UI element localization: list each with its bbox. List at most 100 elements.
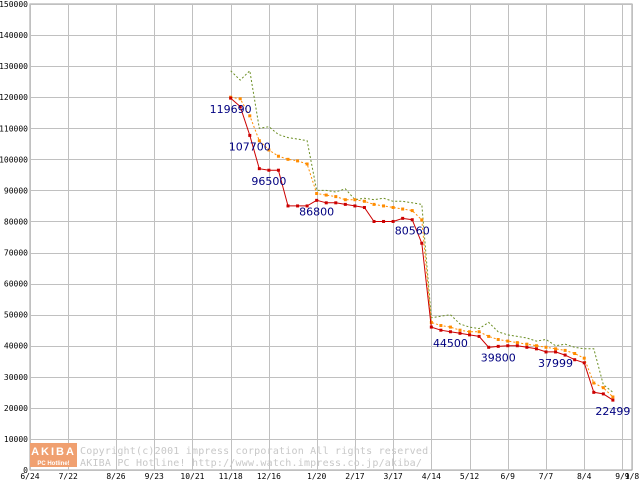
- data-label: 37999: [538, 357, 573, 370]
- data-label: 22499: [595, 405, 630, 418]
- x-tick-label: 10/21: [180, 472, 204, 480]
- series-point: [420, 241, 424, 245]
- series-point: [296, 159, 300, 163]
- y-tick-label: 0: [23, 466, 28, 475]
- data-label: 80560: [395, 225, 430, 238]
- series-point: [391, 219, 395, 223]
- series-point: [506, 344, 510, 348]
- series-point: [525, 345, 529, 349]
- series-point: [477, 334, 481, 338]
- x-tick-label: 6/24: [20, 472, 39, 480]
- series-point: [439, 328, 443, 332]
- watermark-logo-top: AKIBA: [31, 446, 76, 458]
- series-point: [286, 157, 290, 161]
- y-tick-label: 140000: [0, 31, 28, 40]
- series-point: [343, 198, 347, 202]
- y-tick-label: 120000: [0, 93, 28, 102]
- data-labels: 119690 107700 96500 86800 80560 44500 39800 379…: [210, 103, 631, 418]
- data-label: 39800: [481, 351, 516, 364]
- series-point: [382, 204, 386, 208]
- y-tick-label: 90000: [4, 186, 28, 195]
- series-point: [276, 168, 280, 172]
- series-point: [248, 133, 252, 137]
- series-point: [410, 209, 414, 213]
- chart-series: [229, 69, 615, 402]
- series-point: [448, 325, 452, 329]
- series-point: [525, 342, 529, 346]
- series-point: [611, 398, 615, 402]
- y-tick-label: 10000: [4, 435, 28, 444]
- series-point: [506, 339, 510, 343]
- series-point: [276, 154, 280, 158]
- series-point: [611, 395, 615, 399]
- y-tick-label: 50000: [4, 311, 28, 320]
- x-tick-label: 7/22: [59, 472, 78, 480]
- series-point: [257, 167, 261, 171]
- watermark-url: AKIBA PC Hotline! http://www.watch.impre…: [80, 458, 422, 469]
- series-point: [487, 334, 491, 338]
- x-tick-label: 3/17: [383, 472, 402, 480]
- series-point: [382, 219, 386, 223]
- y-tick-label: 100000: [0, 155, 28, 164]
- watermark-logo-bottom: PC Hotline!: [37, 461, 69, 467]
- y-tick-label: 110000: [0, 124, 28, 133]
- series-point: [429, 325, 433, 329]
- y-tick-label: 30000: [4, 373, 28, 382]
- series-point: [334, 195, 338, 199]
- series-point: [554, 347, 558, 351]
- series-point: [544, 345, 548, 349]
- series-point: [429, 320, 433, 324]
- series-point: [554, 350, 558, 354]
- series-point: [544, 350, 548, 354]
- y-axis-ticks: 0 10000 20000 30000 40000 50000 60000 70000 8000…: [0, 0, 28, 475]
- x-tick-label: 5/12: [460, 472, 479, 480]
- series-point: [238, 105, 242, 109]
- series-point: [515, 344, 519, 348]
- series-point: [582, 356, 586, 360]
- series-point: [573, 358, 577, 362]
- series-point: [372, 202, 376, 206]
- x-tick-label: 12/16: [257, 472, 281, 480]
- series-point: [401, 216, 405, 220]
- series-point: [362, 205, 366, 209]
- series-point: [267, 168, 271, 172]
- series-point: [458, 331, 462, 335]
- series-point: [582, 361, 586, 365]
- series-point: [401, 207, 405, 211]
- data-label: 119690: [210, 103, 252, 116]
- series-point: [229, 96, 233, 100]
- watermark-logo: [30, 443, 77, 467]
- series-point: [248, 114, 252, 118]
- series-point: [362, 199, 366, 203]
- series-point: [324, 193, 328, 197]
- series-point: [353, 198, 357, 202]
- series-point: [563, 348, 567, 352]
- series-point: [496, 338, 500, 342]
- series-point: [286, 204, 290, 208]
- series-point: [343, 202, 347, 206]
- data-label: 86800: [299, 205, 334, 218]
- chart-grid: [29, 3, 633, 471]
- x-axis-ticks: 6/24 7/22 8/26 9/23 10/21 11/18 12/16 1/20 2/17 3…: [20, 472, 639, 480]
- series-point: [458, 328, 462, 332]
- series-point: [601, 386, 605, 390]
- data-label: 44500: [433, 337, 468, 350]
- series-point: [477, 330, 481, 334]
- series-point: [448, 330, 452, 334]
- series-point: [439, 324, 443, 328]
- series-point: [534, 347, 538, 351]
- watermark-copyright: Copyright(c)2001 impress corporation All…: [80, 446, 435, 457]
- series-point: [573, 352, 577, 355]
- y-tick-label: 70000: [4, 249, 28, 258]
- x-tick-label: 4/14: [422, 472, 441, 480]
- series-point: [305, 204, 309, 208]
- x-tick-label: 11/18: [219, 472, 243, 480]
- series-point: [410, 218, 414, 222]
- series-point: [515, 341, 519, 345]
- series-point: [324, 201, 328, 205]
- y-tick-label: 60000: [4, 280, 28, 289]
- y-tick-label: 130000: [0, 62, 28, 71]
- x-tick-label: 6/9: [501, 472, 516, 480]
- plot-area: [29, 3, 633, 471]
